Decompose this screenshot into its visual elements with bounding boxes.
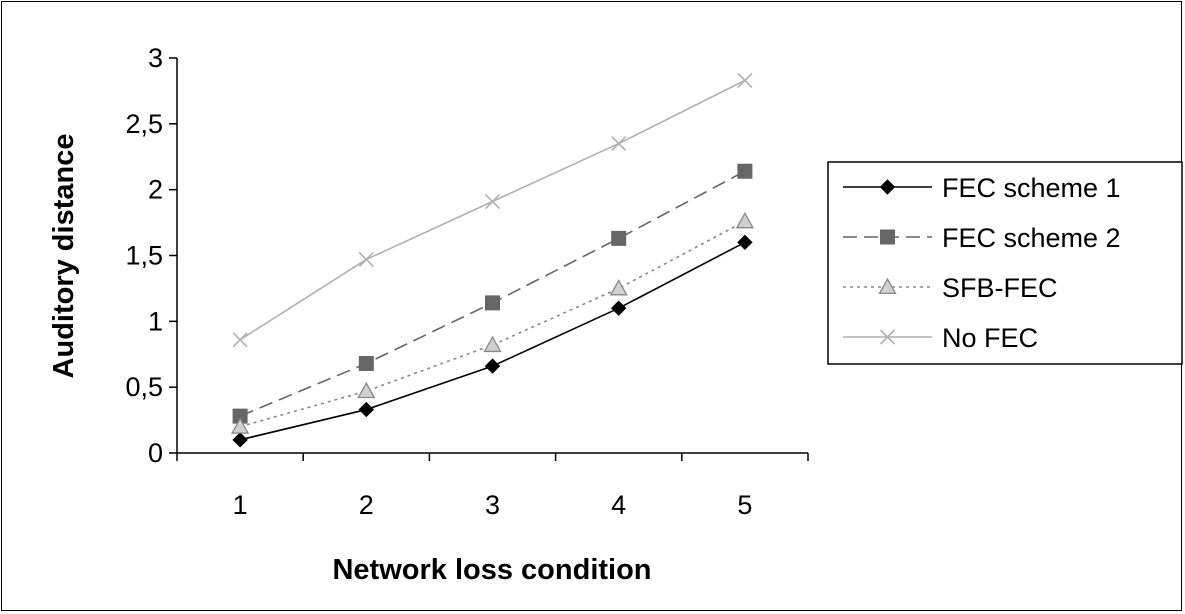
y-axis-title: Auditory distance [48,134,80,379]
triangle-marker [483,335,502,353]
series-sfb-fec [230,211,755,434]
x-tick-label: 4 [611,490,626,520]
diamond-marker [610,300,627,316]
legend-label: FEC scheme 1 [942,173,1121,203]
y-tick-label: 0,5 [125,372,163,402]
series-no-fec [232,72,753,348]
x-tick-label: 1 [233,490,248,520]
series-fec-scheme-2 [232,163,753,424]
series-layer [230,72,755,448]
diamond-marker [358,401,375,418]
legend-item: FEC scheme 1 [843,173,1121,203]
diamond-marker [484,358,501,374]
x-marker-stroke [879,329,896,345]
series-line [239,170,746,417]
legend-item: FEC scheme 2 [843,223,1121,253]
x-marker [232,332,248,348]
legend-item: No FEC [843,323,1038,353]
diamond-marker [879,179,896,195]
y-tick-label: 1,5 [125,241,163,271]
y-tick-label: 1 [148,306,163,336]
square-marker [737,163,753,179]
legend: FEC scheme 1 FEC scheme 2 SFB-FEC No FEC [827,161,1183,365]
square-marker [611,230,627,246]
legend-label: FEC scheme 2 [942,223,1121,253]
y-tick-label: 2,5 [125,109,163,139]
triangle-marker [878,277,897,295]
y-tick-label: 3 [148,43,163,73]
x-tick-label: 3 [485,490,500,520]
square-marker [358,355,374,371]
triangle-marker [357,381,376,399]
y-tick-label: 2 [148,175,163,205]
series-fec-scheme-1 [232,234,753,448]
legend-box [827,161,1183,365]
legend-label: SFB-FEC [942,273,1058,303]
legend-item: SFB-FEC [843,273,1058,303]
x-marker [611,136,627,152]
axes: 0 0,5 1 1,5 2 2,5 3 1 2 3 4 5 [125,43,809,520]
x-tick-label: 2 [359,490,374,520]
x-marker-stroke [737,72,753,88]
x-marker [879,329,896,345]
x-tick-label: 5 [737,490,752,520]
triangle-marker [735,211,755,229]
square-marker [485,295,500,311]
x-marker-stroke [611,136,627,152]
x-marker [358,251,374,268]
series-line [239,220,746,428]
x-marker-stroke [232,332,248,348]
triangle-marker [230,417,250,434]
legend-label: No FEC [942,323,1038,353]
x-marker-stroke [358,251,374,268]
diamond-marker [232,432,248,448]
y-tick-label: 0 [148,438,163,468]
diamond-marker [737,234,753,251]
x-marker [737,72,753,88]
triangle-marker [609,279,628,296]
square-marker [880,229,895,245]
x-marker [484,193,501,210]
x-marker-stroke [484,193,501,210]
x-axis-title: Network loss condition [332,554,651,586]
